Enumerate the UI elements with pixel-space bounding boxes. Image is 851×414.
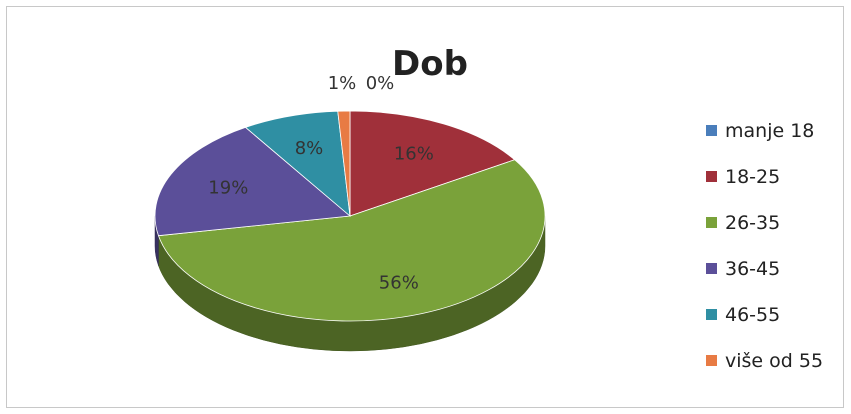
pie-slice-26-35 (157, 159, 546, 322)
legend-swatch-46-55 (706, 309, 717, 320)
legend-swatch-26-35 (706, 217, 717, 228)
legend-label-26-35: 26-35 (725, 212, 780, 234)
legend-label-manje-18: manje 18 (725, 120, 814, 142)
legend-swatch-vi-e-od-55 (706, 355, 717, 366)
legend: manje 18 18-25 26-35 36-45 46-55 više od 55 (706, 120, 823, 372)
pie-tops (154, 110, 546, 322)
pie-slice-18-25 (349, 110, 516, 217)
legend-label-36-45: 36-45 (725, 258, 780, 280)
data-label-18-25: 16% (394, 143, 434, 164)
data-label-vi-e-od-55: 1% (328, 73, 357, 94)
data-label-26-35: 56% (379, 272, 419, 293)
legend-label-vi-e-od-55: više od 55 (725, 350, 823, 372)
pie-slice-vi-e-od-55 (337, 110, 351, 217)
data-label-46-55: 8% (295, 138, 324, 159)
legend-swatch-manje-18 (706, 125, 717, 136)
legend-label-18-25: 18-25 (725, 166, 780, 188)
data-label-36-45: 19% (208, 178, 248, 199)
pie-slice-46-55 (244, 110, 351, 217)
chart-title: Dob (392, 44, 468, 84)
pie-slice-36-45 (154, 126, 351, 237)
legend-label-46-55: 46-55 (725, 304, 780, 326)
pie-labels: 0% 16% 56% 19% 8% 1% (208, 73, 434, 293)
legend-swatch-18-25 (706, 171, 717, 182)
data-label-manje-18: 0% (366, 73, 395, 94)
legend-swatch-36-45 (706, 263, 717, 274)
